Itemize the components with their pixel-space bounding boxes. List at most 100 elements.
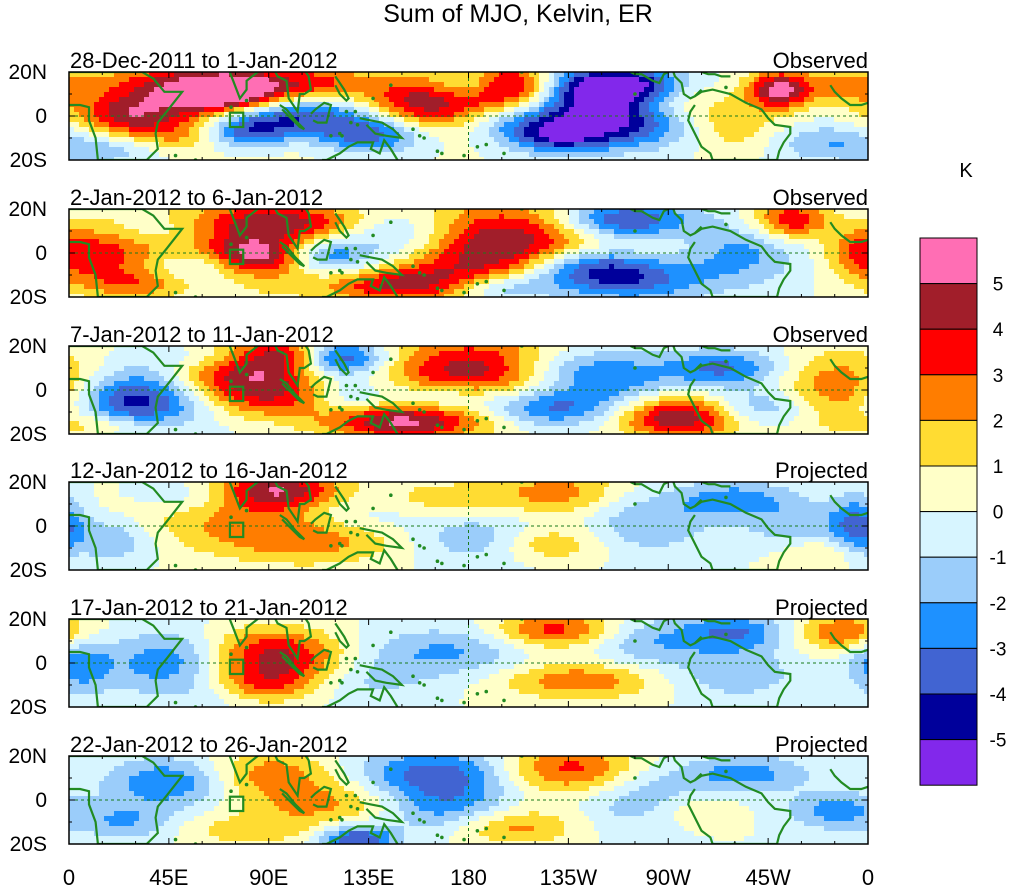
field-cell: [569, 269, 575, 275]
field-cell: [594, 244, 600, 250]
field-cell: [464, 249, 470, 255]
field-cell: [739, 152, 745, 158]
field-cell: [644, 127, 650, 133]
field-cell: [524, 97, 530, 103]
field-cell: [529, 209, 535, 215]
field-cell: [334, 239, 340, 245]
field-cell: [359, 157, 365, 160]
field-cell: [614, 92, 620, 98]
field-cell: [149, 209, 155, 215]
field-cell: [759, 87, 765, 93]
field-cell: [674, 127, 680, 133]
field-cell: [579, 147, 585, 153]
field-cell: [299, 117, 305, 123]
field-cell: [314, 269, 320, 275]
field-cell: [569, 234, 575, 240]
field-cell: [89, 142, 95, 148]
field-cell: [314, 234, 320, 240]
field-cell: [574, 289, 580, 295]
field-cell: [659, 82, 665, 88]
field-cell: [434, 219, 440, 225]
field-cell: [759, 112, 765, 118]
field-cell: [429, 147, 435, 153]
field-cell: [444, 214, 450, 220]
field-cell: [84, 224, 90, 230]
field-cell: [734, 157, 740, 160]
field-cell: [714, 152, 720, 158]
field-cell: [814, 132, 820, 138]
field-cell: [84, 142, 90, 148]
field-cell: [424, 117, 430, 123]
field-cell: [399, 289, 405, 295]
field-cell: [464, 87, 470, 93]
field-cell: [624, 87, 630, 93]
field-cell: [349, 82, 355, 88]
field-cell: [139, 102, 145, 108]
field-cell: [659, 122, 665, 128]
field-cell: [289, 234, 295, 240]
field-cell: [429, 117, 435, 123]
field-cell: [629, 112, 635, 118]
field-cell: [339, 244, 345, 250]
field-cell: [314, 92, 320, 98]
field-cell: [464, 97, 470, 103]
field-cell: [539, 264, 545, 270]
field-cell: [274, 107, 280, 113]
field-cell: [589, 87, 595, 93]
field-cell: [524, 209, 530, 215]
field-cell: [99, 209, 105, 215]
field-cell: [854, 107, 860, 113]
field-cell: [619, 97, 625, 103]
field-cell: [599, 97, 605, 103]
field-cell: [264, 137, 270, 143]
field-cell: [144, 137, 150, 143]
field-cell: [569, 284, 575, 290]
field-cell: [614, 229, 620, 235]
field-cell: [634, 137, 640, 143]
field-cell: [864, 97, 868, 103]
field-cell: [394, 254, 400, 260]
field-cell: [549, 72, 555, 78]
field-cell: [444, 127, 450, 133]
field-cell: [164, 209, 170, 215]
field-cell: [499, 219, 505, 225]
field-cell: [474, 289, 480, 295]
field-cell: [144, 274, 150, 280]
field-cell: [839, 77, 845, 83]
field-cell: [264, 107, 270, 113]
field-cell: [249, 157, 255, 160]
field-cell: [604, 209, 610, 215]
field-cell: [694, 137, 700, 143]
field-cell: [459, 92, 465, 98]
field-cell: [369, 274, 375, 280]
field-cell: [309, 294, 315, 297]
field-cell: [399, 92, 405, 98]
island: [440, 151, 444, 156]
field-cell: [374, 254, 380, 260]
field-cell: [544, 269, 550, 275]
field-cell: [199, 102, 205, 108]
field-cell: [424, 274, 430, 280]
field-cell: [449, 239, 455, 245]
field-cell: [94, 127, 100, 133]
field-cell: [569, 224, 575, 230]
field-cell: [174, 264, 180, 270]
field-cell: [699, 137, 705, 143]
field-cell: [74, 82, 80, 88]
field-cell: [854, 157, 860, 160]
field-cell: [694, 127, 700, 133]
field-cell: [479, 97, 485, 103]
field-cell: [259, 72, 265, 78]
field-cell: [414, 142, 420, 148]
field-cell: [284, 209, 290, 215]
field-cell: [69, 147, 75, 153]
field-cell: [574, 87, 580, 93]
field-cell: [524, 284, 530, 290]
field-cell: [324, 82, 330, 88]
field-cell: [684, 152, 690, 158]
field-cell: [184, 234, 190, 240]
field-cell: [224, 102, 230, 108]
field-cell: [254, 127, 260, 133]
field-cell: [279, 244, 285, 250]
field-cell: [384, 87, 390, 93]
